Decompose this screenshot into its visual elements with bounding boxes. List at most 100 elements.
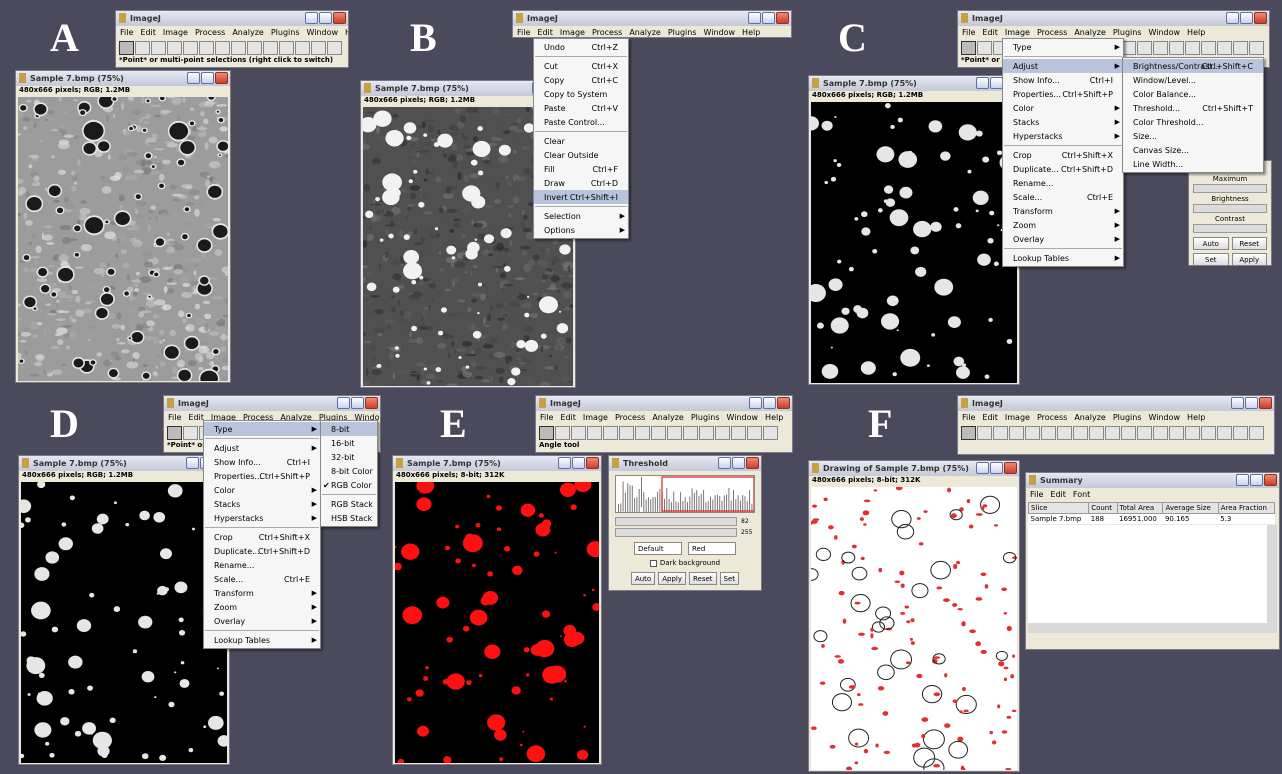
- menu-title[interactable]: Image: [162, 28, 188, 37]
- bc-button[interactable]: Reset: [1231, 237, 1267, 250]
- menu-item[interactable]: Rename...: [1003, 176, 1123, 190]
- tool-button[interactable]: [279, 40, 294, 55]
- menu-item[interactable]: Line Width...: [1123, 157, 1263, 171]
- menu-item[interactable]: Brightness/Contrast... Ctrl+Shift+C: [1123, 59, 1263, 73]
- menu-title[interactable]: File: [962, 28, 976, 37]
- tool-button[interactable]: [135, 40, 150, 55]
- tool-button[interactable]: [587, 425, 602, 440]
- menu-title[interactable]: Analyze: [1074, 413, 1106, 422]
- tool-button[interactable]: [167, 40, 182, 55]
- menu-item[interactable]: Overlay ▶: [1003, 232, 1123, 246]
- bc-slider[interactable]: [1193, 184, 1267, 193]
- menu-title[interactable]: Process: [194, 28, 226, 37]
- menu-title[interactable]: File: [962, 413, 976, 422]
- tool-button[interactable]: [619, 425, 634, 440]
- threshold-button[interactable]: Apply: [658, 572, 686, 585]
- minimize-button[interactable]: [558, 457, 571, 469]
- menu-item[interactable]: Copy Ctrl+C: [534, 73, 628, 87]
- menu-item[interactable]: Size...: [1123, 129, 1263, 143]
- tool-button[interactable]: [977, 425, 992, 440]
- menu-title[interactable]: Image: [210, 413, 236, 422]
- tool-button[interactable]: [1153, 40, 1168, 55]
- tool-button[interactable]: [1217, 425, 1232, 440]
- menu-item[interactable]: Crop Ctrl+Shift+X: [204, 530, 320, 544]
- checkbox[interactable]: [649, 559, 657, 567]
- menu-item[interactable]: Duplicate... Ctrl+Shift+D: [204, 544, 320, 558]
- tool-button[interactable]: [119, 40, 134, 55]
- tool-button[interactable]: [539, 425, 554, 440]
- tool-button[interactable]: [327, 40, 342, 55]
- tool-button[interactable]: [1233, 425, 1248, 440]
- menu-title[interactable]: Analyze: [280, 413, 312, 422]
- menu-title[interactable]: Help: [742, 28, 761, 37]
- menu-title[interactable]: Process: [591, 28, 623, 37]
- menu-title[interactable]: File: [1030, 490, 1044, 499]
- tool-button[interactable]: [247, 40, 262, 55]
- tool-button[interactable]: [1137, 40, 1152, 55]
- tool-button[interactable]: [1249, 425, 1264, 440]
- tool-button[interactable]: [1169, 40, 1184, 55]
- tool-button[interactable]: [651, 425, 666, 440]
- menu-title[interactable]: Font: [1072, 490, 1091, 499]
- maximize-button[interactable]: [762, 12, 775, 24]
- menu-title[interactable]: Process: [1036, 28, 1068, 37]
- tool-button[interactable]: [1089, 425, 1104, 440]
- tool-button[interactable]: [667, 425, 682, 440]
- tool-button[interactable]: [1041, 425, 1056, 440]
- menu-item[interactable]: Paste Ctrl+V: [534, 101, 628, 115]
- menu-item[interactable]: Properties... Ctrl+Shift+P: [204, 469, 320, 483]
- tool-button[interactable]: [183, 425, 198, 440]
- menu-item[interactable]: Show Info... Ctrl+I: [204, 455, 320, 469]
- menu-item[interactable]: Color Balance...: [1123, 87, 1263, 101]
- tool-button[interactable]: [1185, 40, 1200, 55]
- tool-button[interactable]: [1121, 425, 1136, 440]
- tool-button[interactable]: [699, 425, 714, 440]
- menu-title[interactable]: Edit: [537, 28, 553, 37]
- threshold-button[interactable]: Auto: [630, 572, 656, 585]
- minimize-button[interactable]: [748, 12, 761, 24]
- threshold-slider[interactable]: [615, 517, 737, 526]
- menu-title[interactable]: Edit: [188, 413, 204, 422]
- dropdown[interactable]: Default: [634, 542, 682, 555]
- menu-item[interactable]: Color ▶: [204, 483, 320, 497]
- close-button[interactable]: [777, 397, 790, 409]
- bc-button[interactable]: Apply: [1231, 253, 1267, 265]
- menu-title[interactable]: Process: [614, 413, 646, 422]
- bc-button[interactable]: Auto: [1193, 237, 1229, 250]
- tool-button[interactable]: [1249, 40, 1264, 55]
- tool-button[interactable]: [1201, 40, 1216, 55]
- menu-item[interactable]: Duplicate... Ctrl+Shift+D: [1003, 162, 1123, 176]
- menu-item[interactable]: Fill Ctrl+F: [534, 162, 628, 176]
- tool-button[interactable]: [1025, 425, 1040, 440]
- close-button[interactable]: [215, 72, 228, 84]
- menu-item[interactable]: Color ▶: [1003, 101, 1123, 115]
- menu-item[interactable]: Hyperstacks ▶: [1003, 129, 1123, 143]
- maximize-button[interactable]: [1240, 12, 1253, 24]
- minimize-button[interactable]: [305, 12, 318, 24]
- maximize-button[interactable]: [732, 457, 745, 469]
- maximize-button[interactable]: [201, 72, 214, 84]
- threshold-button[interactable]: Set: [719, 572, 740, 585]
- menu-item[interactable]: Adjust ▶: [204, 441, 320, 455]
- menu-title[interactable]: Help: [345, 28, 348, 37]
- bc-slider[interactable]: [1193, 224, 1267, 233]
- close-button[interactable]: [1264, 474, 1277, 486]
- menu-item[interactable]: Scale... Ctrl+E: [1003, 190, 1123, 204]
- maximize-button[interactable]: [1245, 397, 1258, 409]
- menu-item[interactable]: Crop Ctrl+Shift+X: [1003, 148, 1123, 162]
- tool-button[interactable]: [199, 40, 214, 55]
- menu-item[interactable]: Zoom ▶: [1003, 218, 1123, 232]
- tool-button[interactable]: [1057, 425, 1072, 440]
- menu-item[interactable]: Cut Ctrl+X: [534, 59, 628, 73]
- menu-item[interactable]: Stacks ▶: [204, 497, 320, 511]
- maximize-button[interactable]: [351, 397, 364, 409]
- tool-button[interactable]: [763, 425, 778, 440]
- threshold-button[interactable]: Reset: [688, 572, 717, 585]
- tool-button[interactable]: [993, 425, 1008, 440]
- menu-title[interactable]: Edit: [982, 413, 998, 422]
- close-button[interactable]: [1259, 397, 1272, 409]
- close-button[interactable]: [586, 457, 599, 469]
- menu-title[interactable]: Image: [1004, 28, 1030, 37]
- menu-item[interactable]: 8-bit Color: [321, 464, 377, 478]
- menu-title[interactable]: File: [120, 28, 134, 37]
